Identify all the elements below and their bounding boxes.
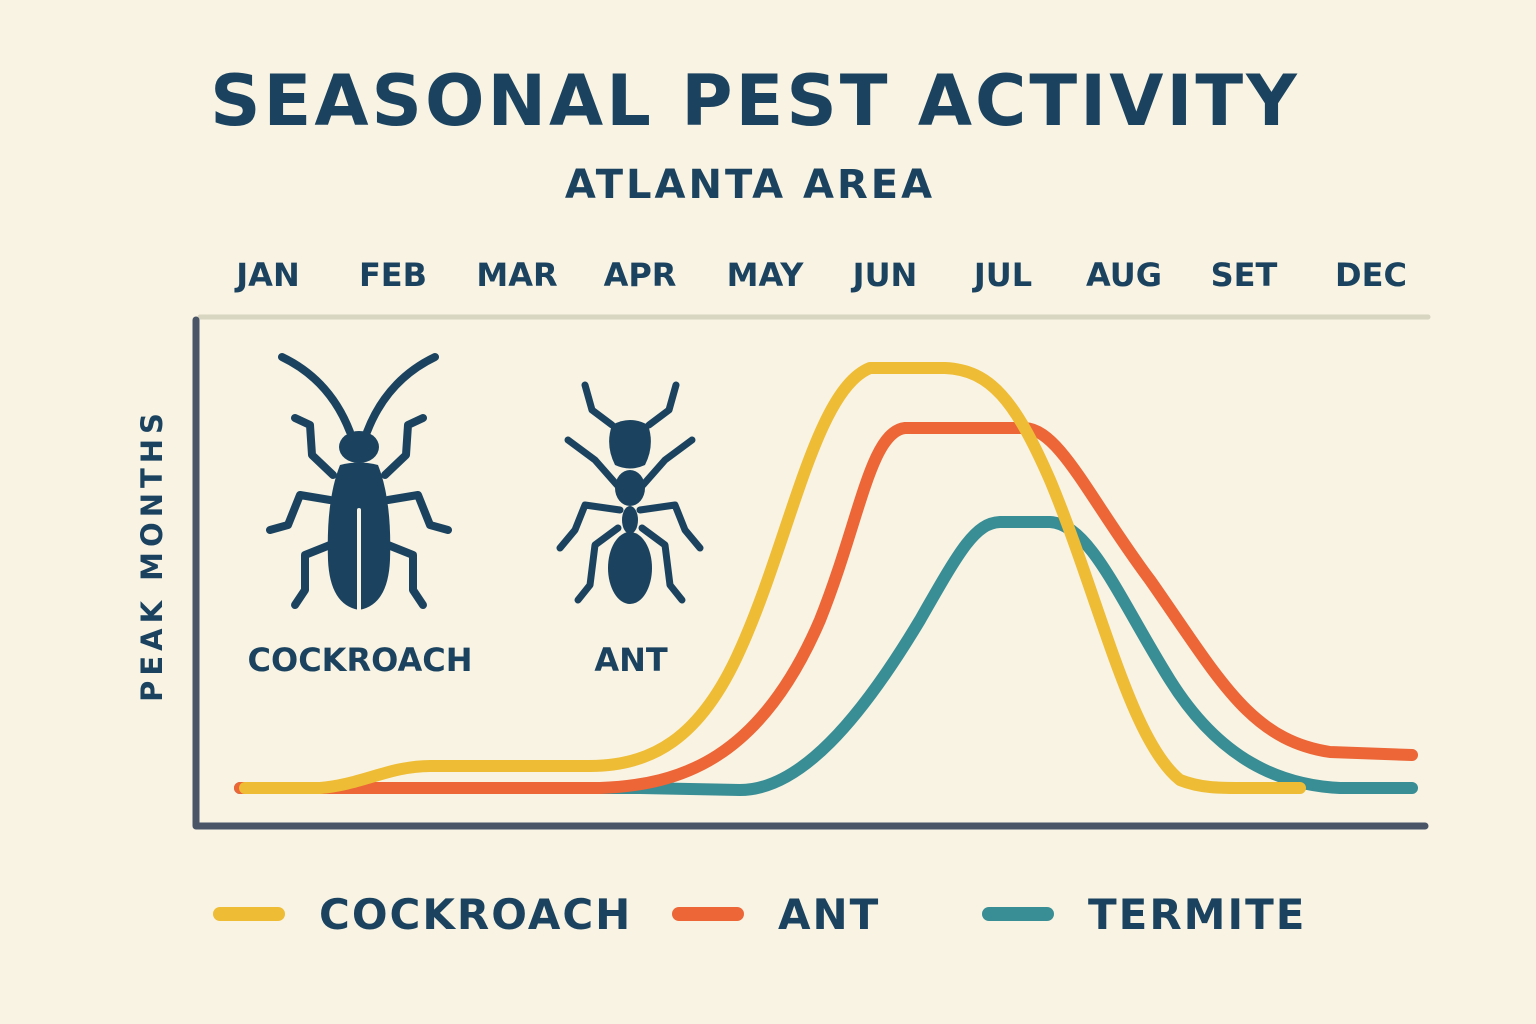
month-label: JAN — [234, 256, 299, 294]
month-label: MAR — [476, 256, 557, 294]
cockroach-icon-label: COCKROACH — [248, 641, 473, 679]
month-label: JUN — [851, 256, 918, 294]
month-label: AUG — [1086, 256, 1162, 294]
x-axis-labels: JAN FEB MAR APR MAY JUN JUL AUG SET DEC — [234, 256, 1407, 294]
chart-legend: COCKROACH ANT TERMITE — [0, 886, 1536, 946]
series-line-ant — [234, 422, 1418, 794]
ant-icon — [556, 381, 704, 604]
legend-swatch-cockroach — [213, 907, 285, 921]
month-label: SET — [1211, 256, 1278, 294]
legend-swatch-termite — [982, 907, 1054, 921]
series-line-cockroach — [239, 362, 1306, 794]
legend-label: TERMITE — [1088, 889, 1307, 939]
ant-icon-label: ANT — [594, 641, 668, 679]
chart-subtitle: ATLANTA AREA — [564, 162, 936, 208]
series-line-termite — [234, 516, 1418, 796]
legend-item-cockroach: COCKROACH — [213, 886, 632, 942]
legend-label: COCKROACH — [319, 889, 633, 939]
month-label: MAY — [727, 256, 805, 294]
chart-axes — [192, 316, 1429, 830]
month-label: JUL — [972, 256, 1032, 294]
cockroach-icon — [266, 353, 452, 612]
month-label: DEC — [1335, 256, 1407, 294]
chart-title: SEASONAL PEST ACTIVITY — [210, 60, 1300, 142]
month-label: FEB — [359, 256, 427, 294]
legend-item-termite: TERMITE — [982, 886, 1306, 942]
legend-swatch-ant — [672, 907, 744, 921]
legend-item-ant: ANT — [672, 886, 880, 942]
month-label: APR — [604, 256, 677, 294]
legend-label: ANT — [778, 889, 881, 939]
